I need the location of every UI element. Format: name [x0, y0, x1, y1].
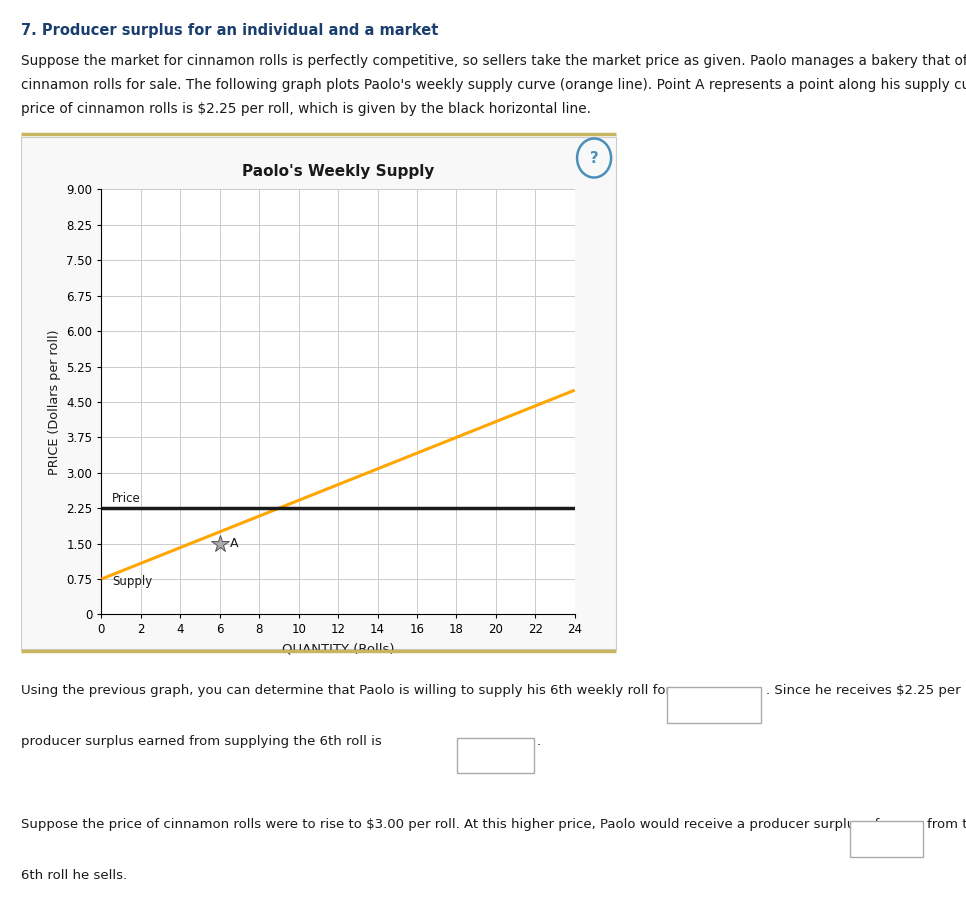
Text: Using the previous graph, you can determine that Paolo is willing to supply his : Using the previous graph, you can determ…	[21, 684, 671, 697]
Text: Suppose the market for cinnamon rolls is perfectly competitive, so sellers take : Suppose the market for cinnamon rolls is…	[21, 54, 966, 67]
Y-axis label: PRICE (Dollars per roll): PRICE (Dollars per roll)	[47, 329, 61, 475]
Text: Supply: Supply	[112, 575, 153, 588]
Text: price of cinnamon rolls is $2.25 per roll, which is given by the black horizonta: price of cinnamon rolls is $2.25 per rol…	[21, 102, 591, 116]
Text: .: .	[537, 735, 541, 748]
Text: cinnamon rolls for sale. The following graph plots Paolo's weekly supply curve (: cinnamon rolls for sale. The following g…	[21, 78, 966, 91]
Text: Suppose the price of cinnamon rolls were to rise to $3.00 per roll. At this high: Suppose the price of cinnamon rolls were…	[21, 818, 879, 831]
Text: 7. Producer surplus for an individual and a market: 7. Producer surplus for an individual an…	[21, 23, 439, 38]
X-axis label: QUANTITY (Rolls): QUANTITY (Rolls)	[282, 642, 394, 655]
Text: from the: from the	[927, 818, 966, 831]
Title: Paolo's Weekly Supply: Paolo's Weekly Supply	[242, 164, 435, 178]
Text: A: A	[230, 538, 239, 551]
Text: producer surplus earned from supplying the 6th roll is: producer surplus earned from supplying t…	[21, 735, 382, 748]
Text: $: $	[462, 747, 469, 760]
Text: ?: ?	[590, 152, 598, 166]
Text: Price: Price	[112, 492, 141, 505]
Text: $: $	[671, 696, 679, 709]
Text: 6th roll he sells.: 6th roll he sells.	[21, 869, 128, 881]
Text: . Since he receives $2.25 per roll, the: . Since he receives $2.25 per roll, the	[766, 684, 966, 697]
Text: $: $	[855, 830, 863, 843]
